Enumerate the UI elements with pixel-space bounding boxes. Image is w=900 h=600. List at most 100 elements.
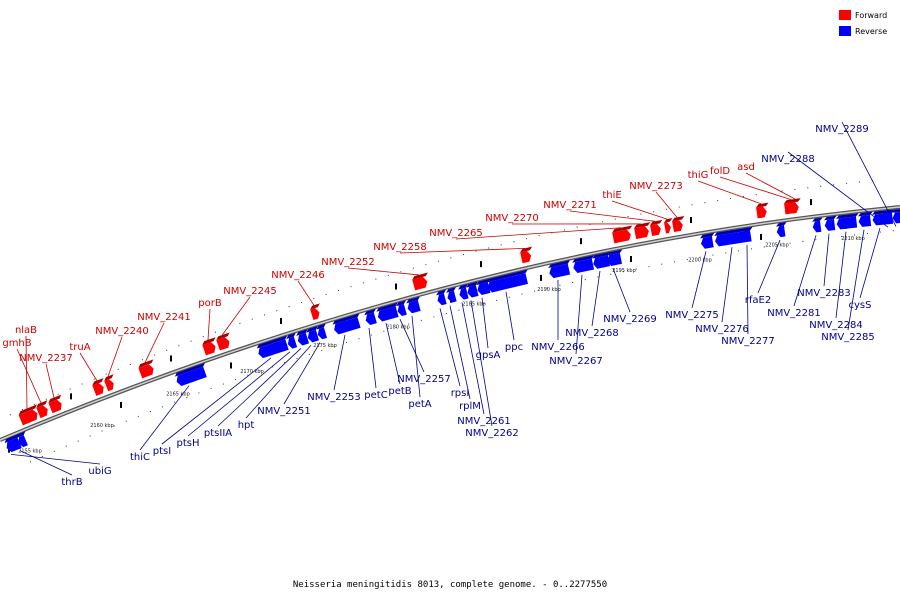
gene-label-ptsIIA: ptsIIA	[204, 428, 232, 439]
legend-forward-label: Forward	[855, 11, 887, 20]
gene-label-NMV_2266: NMV_2266	[531, 342, 584, 353]
gene-label-NMV_2251: NMV_2251	[257, 406, 310, 417]
gene-hpt	[306, 326, 320, 343]
connector-NMV_2277	[746, 244, 749, 335]
connector-NMV_2241	[144, 322, 165, 363]
connector-NMV_2288	[787, 151, 889, 228]
tick-label: 2165 kbp	[166, 392, 190, 398]
ruler-tick	[280, 318, 282, 325]
tick-label: 2155 kbp	[18, 448, 42, 454]
connector-NMV_2257	[399, 318, 425, 373]
gene-porB	[202, 337, 216, 356]
gene-NMV_2271	[650, 219, 663, 237]
gene-thiG	[756, 202, 769, 219]
gene-label-NMV_2277: NMV_2277	[721, 336, 774, 347]
gene-petB	[376, 302, 399, 322]
connector-NMV_2245	[221, 296, 251, 336]
gene-NMV_2257	[396, 300, 407, 317]
gene-label-NMV_2281: NMV_2281	[767, 308, 820, 319]
gene-label-NMV_2246: NMV_2246	[271, 270, 324, 281]
gene-label-NMV_2275: NMV_2275	[665, 310, 718, 321]
gene-label-NMV_2261: NMV_2261	[457, 416, 510, 427]
connector-folD	[719, 176, 792, 200]
connector-NMV_2281	[793, 235, 817, 307]
connector-gmhB	[16, 348, 42, 404]
ruler-tick	[540, 274, 542, 281]
connector-petC	[368, 327, 377, 389]
connector-petA	[411, 315, 421, 398]
gene-nlaB	[18, 404, 38, 426]
gene-label-NMV_2289: NMV_2289	[815, 124, 868, 135]
ruler-tick	[480, 261, 482, 268]
connector-NMV_2240	[107, 336, 123, 377]
connector-rpsI	[439, 308, 461, 387]
gene-label-ptsH: ptsH	[177, 438, 200, 449]
connector-gpsA	[481, 297, 489, 349]
connector-thiC	[139, 385, 190, 451]
gene-thiC	[174, 362, 207, 387]
gene-label-porB: porB	[198, 298, 222, 309]
gene-NMV_2276	[714, 226, 753, 247]
gene-label-NMV_2245: NMV_2245	[223, 286, 276, 297]
genome-backbone	[0, 205, 900, 442]
connector-nlaB	[25, 335, 28, 409]
ruler-tick	[580, 238, 582, 245]
gene-label-ppc: ppc	[505, 342, 523, 353]
gene-label-rfaE2: rfaE2	[745, 295, 771, 306]
connector-NMV_2271	[569, 210, 656, 222]
connector-rplM	[449, 305, 471, 400]
connector-thrB	[19, 450, 73, 476]
ruler-tick	[70, 393, 72, 400]
gene-NMV_2251	[316, 323, 328, 340]
connector-NMV_2283	[823, 233, 830, 287]
gene-label-NMV_2273: NMV_2273	[629, 181, 682, 192]
gene-rplM	[446, 287, 457, 303]
connector-NMV_2267	[575, 274, 583, 355]
gene-asd	[792, 198, 801, 214]
gene-NMV_2277	[744, 227, 753, 242]
connector-NMV_2261	[461, 302, 485, 415]
gene-NMV_2270	[634, 222, 651, 240]
gene-NMV_2275	[700, 232, 715, 249]
gene-rfaE2	[776, 222, 787, 238]
gene-label-NMV_2283: NMV_2283	[797, 288, 850, 299]
connector-petB	[385, 322, 401, 385]
gene-NMV_2273	[672, 215, 685, 233]
gene-gmhB	[36, 400, 48, 419]
gene-NMV_2267	[572, 255, 595, 273]
gene-label-NMV_2267: NMV_2267	[549, 356, 602, 367]
gene-label-truA: truA	[69, 342, 90, 353]
gene-label-ptsI: ptsI	[153, 446, 171, 457]
gene-label-rpsI: rpsI	[451, 388, 470, 399]
gene-NMV_2253	[332, 313, 361, 335]
gene-NMV_2281	[812, 217, 823, 233]
connector-NMV_2268	[591, 270, 601, 327]
gene-NMV_2241	[138, 359, 154, 379]
ruler-ticks: 2155 kbp 2160 kbp 2165 kbp 2170 kbp 2175 kbp…	[8, 199, 865, 454]
gene-ptsIIA	[296, 329, 310, 346]
gene-petC	[364, 308, 377, 326]
gene-thiE	[664, 218, 673, 234]
gene-features	[4, 198, 900, 453]
gene-label-NMV_2276: NMV_2276	[695, 324, 748, 335]
gene-cysS	[872, 209, 891, 226]
gene-NMV_2268	[592, 251, 611, 269]
ruler-tick	[230, 362, 232, 369]
connector-NMV_2251	[283, 342, 321, 405]
legend-reverse-label: Reverse	[855, 27, 887, 36]
gene-NMV_2262	[466, 281, 479, 298]
gene-label-NMV_2270: NMV_2270	[485, 213, 538, 224]
gene-label-nlaB: nlaB	[15, 325, 37, 336]
ruler-tick	[760, 233, 762, 240]
gene-label-petB: petB	[388, 386, 411, 397]
connector-ptsI	[161, 357, 272, 445]
connector-NMV_2285	[847, 229, 865, 331]
gene-NMV_2283	[824, 215, 837, 231]
connector-NMV_2258	[399, 247, 526, 254]
tick-label: 2205 kbp	[765, 242, 789, 248]
gene-label-petA: petA	[408, 399, 431, 410]
tick-label: 2195 kbp	[612, 268, 636, 274]
tick-label: 2180 kbp	[386, 325, 410, 331]
tick-label: 2210 kbp	[841, 236, 865, 242]
